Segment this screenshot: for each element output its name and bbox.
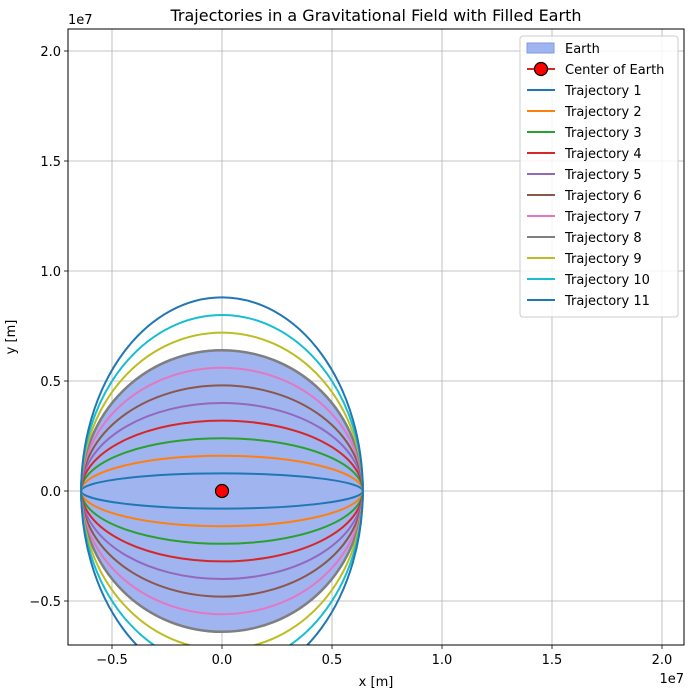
x-tick-label: 2.0	[652, 653, 673, 668]
x-axis-label: x [m]	[359, 675, 394, 690]
x-tick-label: −0.5	[96, 653, 128, 668]
legend-label-trajectory-4: Trajectory 4	[564, 147, 642, 162]
x-tick-label: 1.5	[542, 653, 563, 668]
plot-frame	[67, 28, 685, 646]
legend-label-trajectory-11: Trajectory 11	[564, 294, 650, 309]
y-tick-label: 2.0	[40, 45, 61, 60]
y-axis-label: y [m]	[4, 320, 19, 355]
y-tick-label: 1.5	[40, 155, 61, 170]
chart-title: Trajectories in a Gravitational Field wi…	[170, 6, 582, 25]
legend: Earth Center of Earth Trajectory 1 Trajecto…	[519, 35, 679, 318]
legend-label-earth: Earth	[565, 42, 600, 57]
trajectory-11-line	[80, 296, 364, 645]
y-tick-label: 0.5	[40, 375, 61, 390]
legend-box	[519, 35, 679, 318]
legend-label-trajectory-10: Trajectory 10	[564, 273, 650, 288]
legend-label-trajectory-5: Trajectory 5	[564, 168, 642, 183]
legend-swatch-earth	[526, 42, 555, 54]
y-offset-label: 1e7	[68, 13, 93, 28]
y-tick-label: −0.5	[29, 595, 61, 610]
legend-label-trajectory-7: Trajectory 7	[564, 210, 642, 225]
legend-label-trajectory-6: Trajectory 6	[564, 189, 642, 204]
legend-label-trajectory-8: Trajectory 8	[564, 231, 642, 246]
y-tick-label: 1.0	[40, 265, 61, 280]
legend-label-center: Center of Earth	[565, 63, 664, 78]
x-offset-label: 1e7	[659, 672, 684, 687]
legend-swatch-center-marker	[533, 61, 549, 77]
x-tick-label: 1.0	[432, 653, 453, 668]
y-axis: −0.5 0.0 0.5 1.0 1.5 2.0	[29, 45, 68, 610]
y-tick-label: 0.0	[40, 485, 61, 500]
x-tick-label: 0.5	[322, 653, 343, 668]
center-of-earth-marker	[214, 483, 230, 499]
x-tick-label: 0.0	[212, 653, 233, 668]
legend-label-trajectory-3: Trajectory 3	[564, 126, 642, 141]
legend-label-trajectory-1: Trajectory 1	[564, 84, 642, 99]
legend-label-trajectory-2: Trajectory 2	[564, 105, 642, 120]
x-axis: −0.5 0.0 0.5 1.0 1.5 2.0	[96, 645, 672, 668]
legend-label-trajectory-9: Trajectory 9	[564, 252, 642, 267]
plot-area	[79, 296, 365, 645]
